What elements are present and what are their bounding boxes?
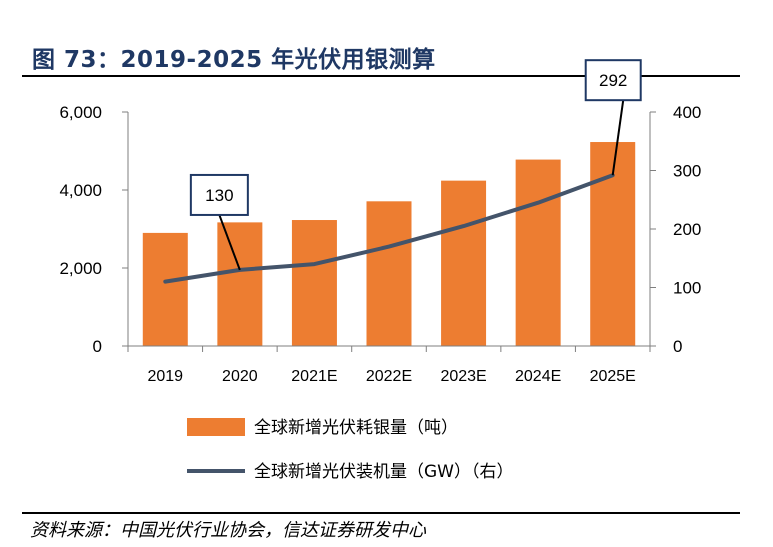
left-tick-label: 6,000	[59, 103, 102, 122]
annotations: 130 292	[189, 59, 642, 271]
figure-title: 图 73：2019-2025 年光伏用银测算	[32, 47, 436, 73]
callout-box	[584, 59, 642, 102]
x-tick-label: 2023E	[440, 368, 486, 385]
left-tick-label: 4,000	[59, 181, 102, 200]
bar-series	[142, 142, 636, 346]
legend-label-bar: 全球新增光伏耗银量（吨）	[254, 418, 458, 438]
right-tick-label: 0	[673, 337, 682, 356]
x-tick-label: 2019	[147, 368, 183, 385]
axes: 0 2,000 4,000 6,000 0 100 200 300 400 2019 2020 202…	[59, 103, 701, 385]
x-tick-label: 2021E	[291, 368, 337, 385]
callout-leader-line	[218, 214, 241, 271]
legend-swatch-bar	[187, 418, 245, 436]
bar-2021E	[291, 220, 337, 346]
bar-2023E	[441, 180, 487, 346]
x-tick-label: 2020	[222, 368, 258, 385]
bar-2019	[142, 232, 188, 346]
callout-label: 130	[205, 186, 233, 205]
legend-label-line: 全球新增光伏装机量（GW）（右）	[254, 462, 513, 482]
right-tick-label: 300	[673, 162, 701, 181]
bar-2024E	[515, 159, 561, 346]
callout-box	[189, 173, 249, 216]
left-tick-label: 2,000	[59, 259, 102, 278]
callout-label: 292	[599, 71, 627, 90]
source-rule	[22, 512, 740, 514]
right-tick-label: 100	[673, 279, 701, 298]
right-tick-label: 400	[673, 103, 701, 122]
left-tick-label: 0	[93, 337, 102, 356]
title-rule	[22, 75, 740, 77]
bar-2022E	[366, 201, 412, 346]
right-tick-label: 200	[673, 220, 701, 239]
bar-2020	[217, 222, 263, 346]
callout-leader-line	[611, 100, 625, 176]
source-note: 资料来源：中国光伏行业协会，信达证券研发中心	[30, 520, 426, 541]
x-tick-label: 2024E	[515, 368, 561, 385]
x-tick-label: 2025E	[590, 368, 636, 385]
legend: 全球新增光伏耗银量（吨） 全球新增光伏装机量（GW）（右）	[187, 418, 513, 482]
x-tick-label: 2022E	[366, 368, 412, 385]
